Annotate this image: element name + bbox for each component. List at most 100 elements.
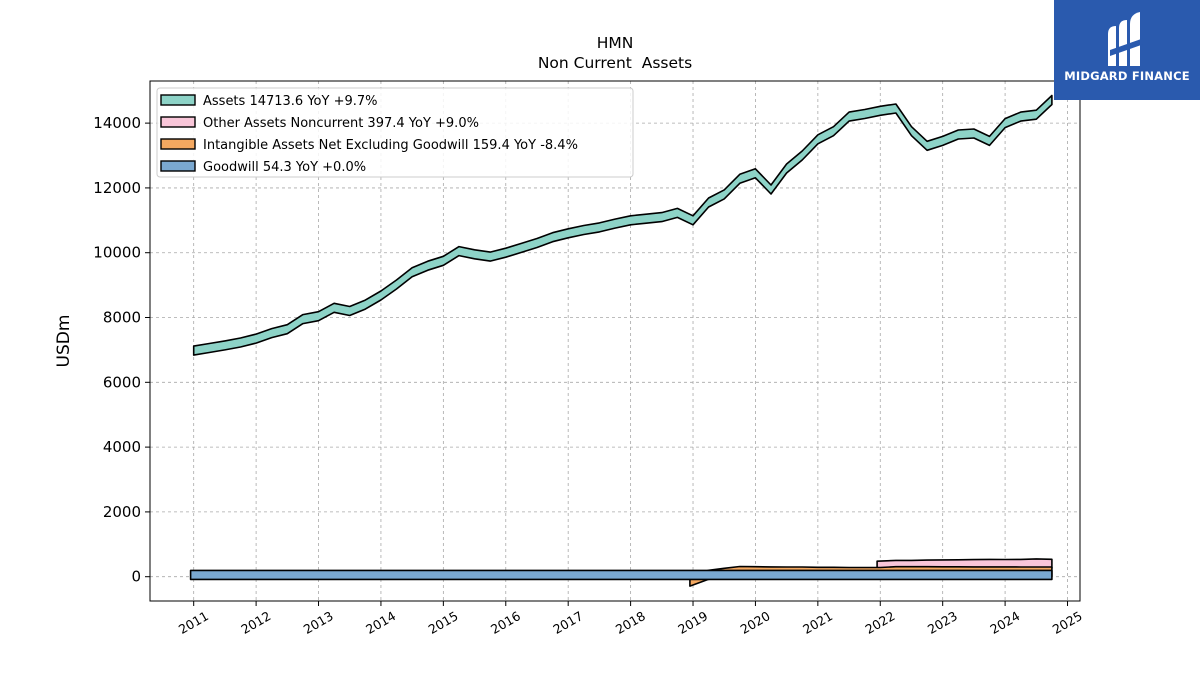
y-tick-label: 2000 [103, 503, 141, 521]
data-point [505, 252, 506, 253]
legend-box [156, 87, 634, 178]
data-point [1051, 99, 1052, 100]
data-point [802, 155, 803, 156]
data-point [739, 178, 740, 179]
data-point [443, 260, 444, 261]
data-point [209, 347, 210, 348]
data-point [989, 563, 990, 564]
chart-subtitle: Non Current Assets [538, 54, 692, 72]
data-point [942, 140, 943, 141]
x-tick-label: 2017 [550, 608, 585, 637]
legend-swatch [160, 160, 196, 172]
legend-label: Other Assets Noncurrent 397.4 YoY +9.0% [203, 116, 479, 131]
data-point [334, 307, 335, 308]
data-point [973, 133, 974, 134]
legend: Assets 14713.6 YoY +9.7% Other Assets Non… [156, 87, 634, 178]
data-point [396, 284, 397, 285]
x-tick-label: 2018 [613, 608, 648, 637]
x-tick-label: 2015 [426, 608, 461, 637]
midgard-logo-icon [1108, 12, 1144, 66]
data-point [646, 218, 647, 219]
legend-label: Assets 14713.6 YoY +9.7% [203, 94, 378, 109]
data-point [958, 134, 959, 135]
data-point [1020, 563, 1021, 564]
data-point [240, 342, 241, 343]
data-point [692, 220, 693, 221]
series-layer [189, 94, 1053, 587]
data-point [583, 229, 584, 230]
data-point [256, 338, 257, 339]
data-point [1036, 114, 1037, 115]
data-point [458, 251, 459, 252]
axis-ticks: 2011 2012 2013 2014 2015 2016 2017 2018 2019 2020… [93, 114, 1085, 637]
x-tick-label: 2016 [488, 608, 523, 637]
data-point [942, 564, 943, 565]
series-goodwill [189, 569, 1053, 581]
y-axis-label: USDm [54, 315, 74, 368]
data-point [380, 295, 381, 296]
x-tick-label: 2022 [862, 608, 897, 637]
data-point [552, 237, 553, 238]
data-point [427, 265, 428, 266]
legend-label: Goodwill 54.3 YoY +0.0% [203, 160, 366, 175]
data-point [614, 223, 615, 224]
data-point [1051, 563, 1052, 564]
series-assets [192, 94, 1053, 356]
data-point [1036, 563, 1037, 564]
y-tick-label: 8000 [103, 309, 141, 327]
series-band [189, 569, 1053, 581]
data-point [224, 345, 225, 346]
data-point [1020, 116, 1021, 117]
data-point [833, 131, 834, 132]
brand-name: MIDGARD FINANCE [1064, 69, 1190, 83]
legend-label: Intangible Assets Net Excluding Goodwill… [203, 138, 578, 153]
data-point [1005, 123, 1006, 124]
chart-title: HMN [597, 34, 634, 52]
data-point [630, 220, 631, 221]
data-point [724, 194, 725, 195]
y-tick-label: 12000 [93, 179, 141, 197]
data-point [1005, 563, 1006, 564]
data-point [349, 310, 350, 311]
data-point [599, 227, 600, 228]
x-tick-label: 2023 [925, 608, 960, 637]
data-point [536, 242, 537, 243]
data-point [877, 565, 878, 566]
data-point [849, 116, 850, 117]
data-point [911, 131, 912, 132]
x-tick-label: 2012 [238, 608, 273, 637]
data-point [1051, 574, 1052, 575]
y-tick-label: 14000 [93, 114, 141, 132]
x-tick-label: 2025 [1050, 608, 1085, 637]
data-point [568, 233, 569, 234]
data-point [271, 333, 272, 334]
data-point [689, 581, 690, 582]
data-point [927, 145, 928, 146]
data-point [895, 108, 896, 109]
data-point [490, 256, 491, 257]
data-point [193, 350, 194, 351]
data-point [365, 304, 366, 305]
data-point [302, 319, 303, 320]
x-tick-label: 2019 [675, 608, 710, 637]
data-point [521, 247, 522, 248]
legend-swatch [160, 138, 196, 150]
data-point [958, 564, 959, 565]
legend-swatch [160, 94, 196, 106]
data-point [474, 254, 475, 255]
y-tick-label: 10000 [93, 244, 141, 262]
data-point [755, 173, 756, 174]
data-point [190, 574, 191, 575]
data-point [661, 217, 662, 218]
data-point [770, 189, 771, 190]
data-point [708, 202, 709, 203]
data-point [927, 564, 928, 565]
data-point [817, 139, 818, 140]
data-point [880, 110, 881, 111]
x-tick-label: 2021 [800, 608, 835, 637]
x-tick-label: 2011 [176, 608, 211, 637]
data-point [677, 212, 678, 213]
plot-frame [149, 80, 1081, 602]
data-point [412, 272, 413, 273]
